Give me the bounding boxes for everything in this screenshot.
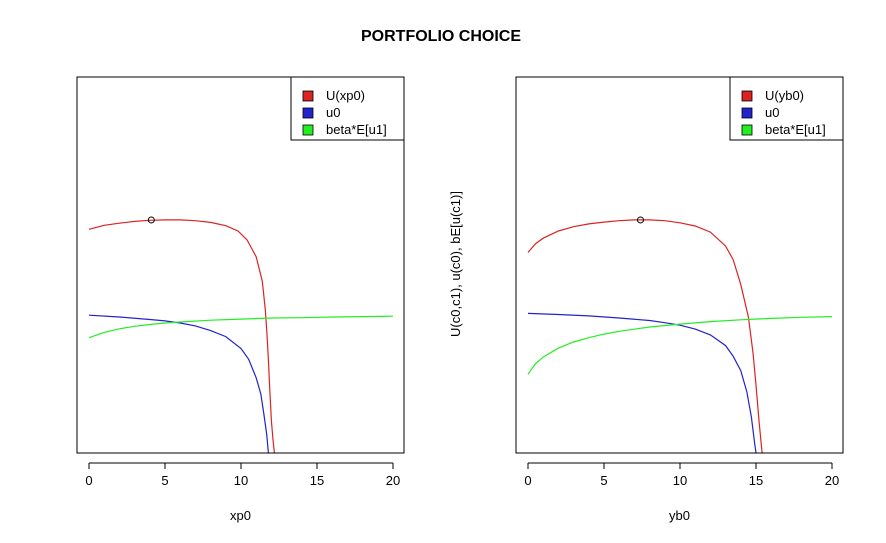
legend-swatch [741,107,753,119]
x-tick-label: 10 [673,473,687,488]
x-tick-label: 5 [600,473,607,488]
max-point-marker [636,216,644,224]
legend: U(xp0) u0 beta*E[u1] [290,76,405,141]
max-point-marker [147,216,155,224]
legend-swatch [302,124,314,136]
plot-frame [76,76,405,454]
legend-swatch [741,124,753,136]
series-group [88,219,394,453]
y-axis-label: U(c0,c1), u(c0), bE[u(c1)] [448,191,463,337]
legend-label: u0 [326,105,340,120]
legend-swatch [741,90,753,102]
series-line-2 [88,314,269,453]
legend-label: U(yb0) [765,88,804,103]
series-group [527,219,833,453]
legend-swatch [302,90,314,102]
x-tick-label: 20 [386,473,400,488]
x-tick-label: 0 [85,473,92,488]
series-line-1 [88,219,275,453]
legend-label: beta*E[u1] [326,122,387,137]
legend-swatch [302,107,314,119]
chart-panel-1: 0 5 10 15 20 xp0 U(xp0) u0 beta*E[u1] [76,76,405,523]
legend-label: u0 [765,105,779,120]
x-tick-label: 10 [234,473,248,488]
legend-label: beta*E[u1] [765,122,826,137]
series-line-3 [527,316,833,375]
series-line-3 [88,315,394,339]
x-tick-label: 0 [524,473,531,488]
x-tick-label: 15 [310,473,324,488]
x-tick-label: 20 [825,473,839,488]
chart-panels: 0 5 10 15 20 xp0 U(xp0) u0 beta*E[u1] 0 5 10 15 20 yb0… [76,76,844,523]
series-line-2 [527,312,757,453]
chart-panel-2: 0 5 10 15 20 yb0 U(yb0) u0 beta*E[u1] [515,76,844,523]
legend-label: U(xp0) [326,88,365,103]
legend: U(yb0) u0 beta*E[u1] [729,76,844,141]
plot-frame [515,76,844,454]
figure-title: PORTFOLIO CHOICE [361,28,521,45]
x-tick-label: 15 [749,473,763,488]
x-tick-label: 5 [161,473,168,488]
x-axis-label: yb0 [669,508,690,523]
series-line-1 [527,219,763,453]
x-axis-label: xp0 [230,508,251,523]
